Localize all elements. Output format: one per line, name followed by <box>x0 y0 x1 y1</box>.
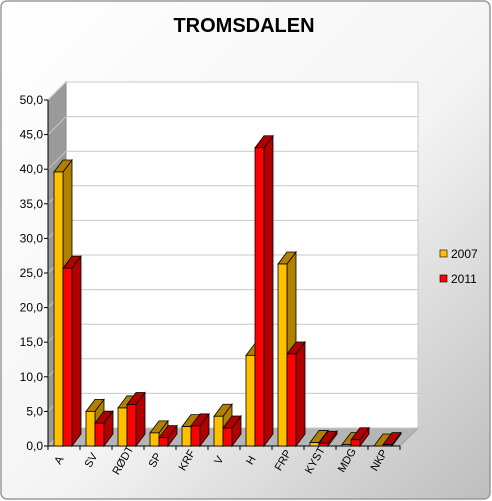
y-tick-label: 40,0 <box>20 162 44 176</box>
bar-2011 <box>158 424 178 448</box>
bar-front <box>62 267 73 447</box>
gridline-side <box>47 81 67 101</box>
y-tick-label: 25,0 <box>20 266 44 280</box>
y-tick-label: 0,0 <box>26 439 43 453</box>
bar-2011 <box>222 414 242 448</box>
bar-front <box>94 422 105 447</box>
bar-front <box>181 426 192 447</box>
y-tick-label: 35,0 <box>20 197 44 211</box>
bar-front <box>277 263 288 447</box>
bar-2011 <box>318 430 338 448</box>
bar-front <box>117 407 128 447</box>
bar-2011 <box>286 340 306 448</box>
bar-front <box>53 171 64 447</box>
bar-2011 <box>254 134 274 448</box>
bar-front <box>85 410 96 447</box>
y-tick-label: 45,0 <box>20 128 44 142</box>
bar-front <box>149 432 160 447</box>
bar-2011 <box>382 431 402 448</box>
bar-side <box>71 254 82 448</box>
legend-swatch <box>439 274 448 283</box>
legend-label: 2007 <box>451 247 478 261</box>
bar-front <box>254 147 265 447</box>
bar-front <box>158 437 169 447</box>
bar-side <box>263 134 274 448</box>
bar-front <box>350 439 361 447</box>
gridline-side <box>47 150 67 170</box>
bar-front <box>222 427 233 447</box>
y-tick-label: 30,0 <box>20 231 44 245</box>
bar-front <box>341 444 352 447</box>
bar-2011 <box>94 409 114 448</box>
y-tick-label: 5,0 <box>26 404 43 418</box>
bar-side <box>295 340 306 448</box>
bar-2011 <box>62 254 82 448</box>
bar-2011 <box>126 391 146 448</box>
bar-front <box>318 442 329 447</box>
bar-2011 <box>350 426 370 448</box>
bar-front <box>190 425 201 447</box>
plot-area: 0,0 5,0 10,0 15,0 20,0 25,0 30,0 35,0 40,0 45,0 50… <box>20 80 420 477</box>
bar-front <box>286 353 297 447</box>
y-tick-label: 10,0 <box>20 370 44 384</box>
y-tick-label: 15,0 <box>20 335 44 349</box>
y-tick-label: 50,0 <box>20 93 44 107</box>
bar-front <box>213 415 224 447</box>
y-tick-label: 20,0 <box>20 301 44 315</box>
legend-label: 2011 <box>451 272 477 286</box>
bar-front <box>382 444 393 447</box>
legend-swatch <box>439 249 448 258</box>
gridline-side <box>47 116 67 135</box>
bar-2011 <box>190 412 210 448</box>
bar-front <box>126 404 137 447</box>
legend: 2007 2011 <box>439 247 478 286</box>
chart-title: TROMSDALEN <box>173 15 314 37</box>
bar-front <box>245 354 256 447</box>
